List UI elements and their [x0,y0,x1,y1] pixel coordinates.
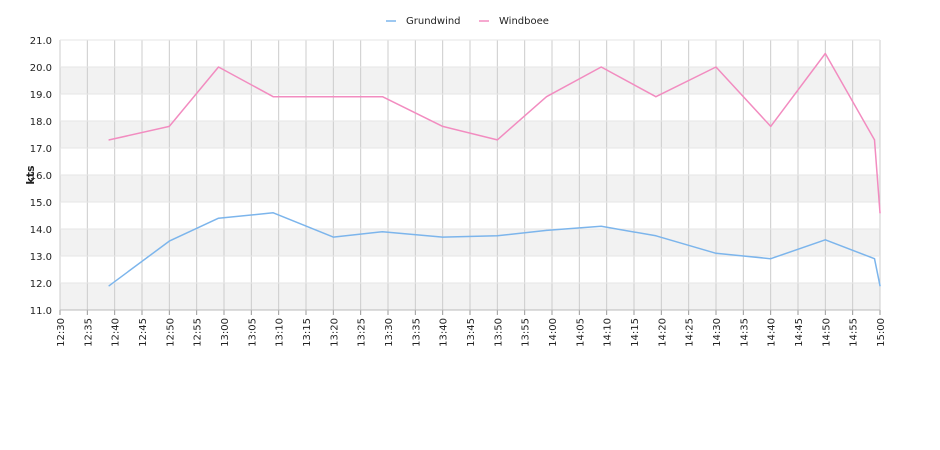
legend-item-windboee[interactable]: Windboee [479,16,549,27]
data-point[interactable] [600,225,602,227]
x-tick-label: 14:45 [794,318,805,347]
data-point[interactable] [496,235,498,237]
data-point[interactable] [824,239,826,241]
data-point[interactable] [442,125,444,127]
x-axis: 12:30 12:35 12:40 12:45 12:50 12:55 13:00 13:05… [56,309,887,347]
data-point[interactable] [381,231,384,233]
x-tick-label: 14:25 [685,318,696,347]
data-point[interactable] [168,125,170,127]
x-tick-label: 14:40 [767,318,778,347]
x-tick-label: 12:35 [83,318,94,347]
data-point[interactable] [217,217,220,219]
y-tick-label: 15.0 [30,198,52,209]
x-tick-label: 14:55 [849,318,860,347]
x-tick-label: 15:00 [876,318,887,347]
x-tick-label: 12:45 [138,318,149,347]
data-point[interactable] [545,96,548,98]
series-line[interactable] [108,52,881,214]
x-tick-label: 13:00 [220,318,231,347]
data-point[interactable] [600,66,602,68]
x-tick-label: 13:35 [411,318,422,347]
x-tick-label: 13:10 [275,318,286,347]
y-tick-label: 16.0 [30,171,52,182]
x-tick-label: 14:10 [603,318,614,347]
data-point[interactable] [545,229,548,231]
data-point[interactable] [272,96,274,98]
data-point[interactable] [655,96,657,98]
data-point[interactable] [824,52,826,55]
data-point[interactable] [272,212,274,214]
y-tick-label: 20.0 [30,63,52,74]
x-tick-label: 14:00 [548,318,559,347]
x-tick-label: 13:50 [493,318,504,347]
y-tick-label: 11.0 [30,306,52,317]
data-point[interactable] [332,96,334,98]
x-tick-label: 14:35 [739,318,750,347]
x-tick-label: 14:30 [712,318,723,347]
x-tick-label: 13:55 [521,318,532,347]
x-tick-label: 12:40 [111,318,122,347]
data-point[interactable] [879,285,881,287]
x-tick-label: 13:25 [357,318,368,347]
data-point[interactable] [873,258,876,260]
x-tick-label: 12:55 [193,318,204,347]
x-tick-label: 13:30 [384,318,395,347]
legend-label: Grundwind [406,16,461,27]
x-tick-label: 14:20 [657,318,668,347]
data-point[interactable] [879,212,881,214]
data-point[interactable] [770,258,772,260]
data-point[interactable] [873,139,876,141]
y-tick-label: 21.0 [30,36,52,47]
data-point[interactable] [442,236,444,238]
series-windboee[interactable] [108,52,881,214]
x-tick-label: 13:40 [439,318,450,347]
data-point[interactable] [108,285,110,287]
series-grundwind[interactable] [108,212,881,287]
y-tick-label: 14.0 [30,225,52,236]
data-point[interactable] [655,235,657,237]
y-tick-label: 17.0 [30,144,52,155]
x-tick-label: 13:45 [466,318,477,347]
x-tick-label: 13:15 [302,318,313,347]
data-point[interactable] [217,66,220,68]
data-point[interactable] [168,240,170,242]
y-axis: 11.0 12.0 13.0 14.0 15.0 16.0 17.0 18.0 19.0 20.0… [30,36,52,317]
data-point[interactable] [715,66,717,68]
legend-item-grundwind[interactable]: Grundwind [386,16,461,27]
legend-label: Windboee [499,16,549,27]
series-line[interactable] [108,212,881,287]
data-point[interactable] [108,139,110,141]
y-tick-label: 13.0 [30,252,52,263]
x-tick-label: 12:30 [56,318,67,347]
y-tick-label: 12.0 [30,279,52,290]
x-tick-label: 12:50 [165,318,176,347]
x-tick-label: 14:50 [821,318,832,347]
data-point[interactable] [770,125,772,127]
legend[interactable]: Grundwind Windboee [386,16,549,27]
data-point[interactable] [496,139,498,141]
x-tick-label: 14:05 [575,318,586,347]
y-tick-label: 19.0 [30,90,52,101]
y-tick-label: 18.0 [30,117,52,128]
y-axis-title: kts [24,165,37,185]
data-point[interactable] [715,252,717,254]
x-tick-label: 13:05 [247,318,258,347]
series-layer [108,52,881,287]
x-tick-label: 13:20 [329,318,340,347]
data-point[interactable] [332,236,334,238]
data-point[interactable] [381,96,384,98]
x-tick-label: 14:15 [630,318,641,347]
